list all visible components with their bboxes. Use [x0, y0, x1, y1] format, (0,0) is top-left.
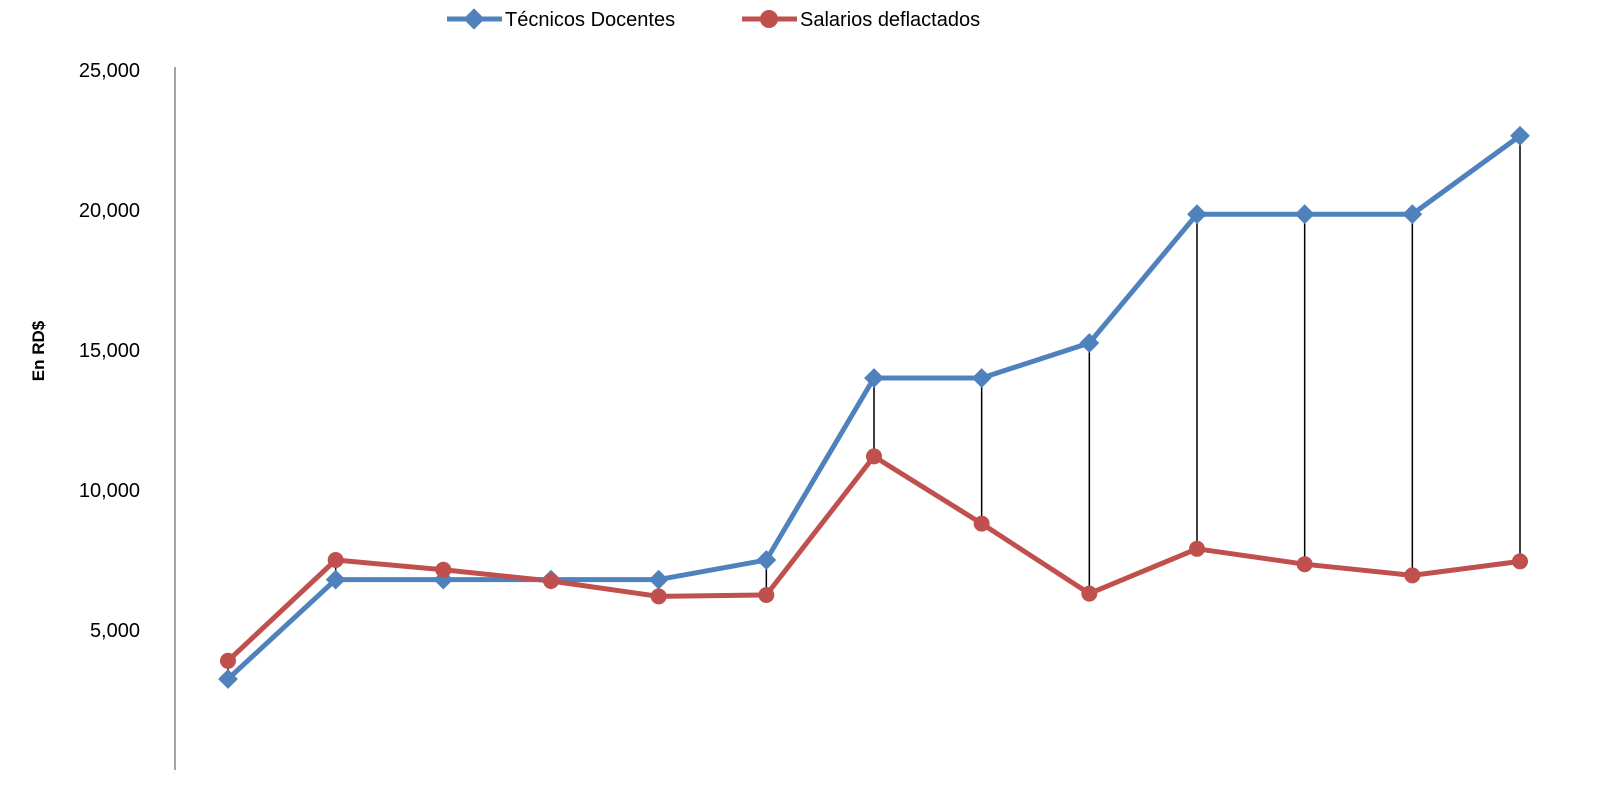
data-point-series-2 [1081, 585, 1098, 602]
data-point-series-1 [1294, 204, 1315, 225]
data-point-series-2 [435, 561, 452, 578]
data-point-series-2 [1512, 553, 1528, 570]
y-tick-label: 15,000 [79, 340, 140, 362]
data-point-series-2 [1189, 540, 1205, 557]
diamond-marker-icon [463, 8, 485, 30]
y-axis-ticks: 5,000 10,000 15,000 20,000 25,000 [79, 60, 140, 642]
legend-label-series-2: Salarios deflactados [800, 9, 980, 31]
data-point-series-1 [864, 368, 884, 388]
y-tick-label: 10,000 [79, 480, 140, 502]
data-point-series-2 [758, 587, 775, 603]
data-point-series-2 [866, 448, 882, 465]
y-tick-label: 20,000 [79, 200, 140, 222]
y-tick-label: 5,000 [90, 620, 140, 642]
legend-item-series-1: Técnicos Docentes [447, 8, 675, 31]
series-markers [218, 125, 1530, 689]
data-point-series-2 [973, 515, 990, 532]
drop-lines [227, 135, 1521, 679]
data-point-series-2 [327, 552, 344, 568]
data-point-series-1 [648, 569, 669, 590]
data-point-series-2 [220, 652, 236, 669]
legend-label-series-1: Técnicos Docentes [505, 9, 675, 31]
series-line-2 [226, 453, 1521, 663]
data-point-series-2 [1296, 556, 1313, 573]
data-point-series-2 [543, 573, 559, 589]
y-tick-label: 25,000 [79, 60, 140, 82]
legend-item-series-2: Salarios deflactados [742, 9, 980, 31]
data-point-series-2 [1404, 567, 1421, 584]
data-point-series-1 [1510, 125, 1530, 146]
data-point-series-1 [756, 550, 777, 570]
data-point-series-1 [325, 569, 346, 590]
circle-marker-icon [760, 10, 778, 28]
legend: Técnicos Docentes Salarios deflactados [447, 8, 980, 31]
data-point-series-1 [971, 368, 992, 388]
data-point-series-2 [650, 588, 667, 605]
y-axis-title: En RD$ [29, 320, 48, 381]
data-point-series-1 [1079, 333, 1100, 353]
y-axis: 5,000 10,000 15,000 20,000 25,000 [79, 60, 176, 770]
data-point-series-1 [1402, 204, 1423, 225]
data-point-series-1 [1187, 204, 1207, 225]
